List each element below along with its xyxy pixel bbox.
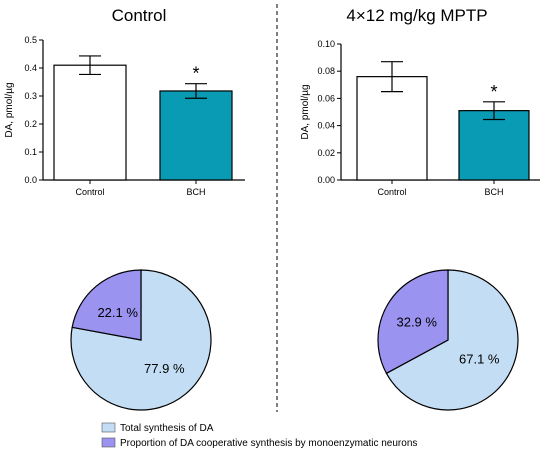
pie-slice-cooperative (377, 269, 449, 375)
pie-label-cooperative: 32.9 % (396, 314, 437, 329)
y-tick-label: 0.4 (24, 63, 37, 73)
y-axis-label: DA, pmol/µg (300, 84, 311, 139)
x-tick-label: BCH (186, 187, 205, 197)
y-tick-label: 0.02 (317, 148, 335, 158)
bar-bch (458, 110, 530, 181)
panel-title-mptp: 4×12 mg/kg MPTP (346, 6, 487, 25)
bar-control (53, 64, 127, 181)
legend-swatch-total (101, 422, 116, 433)
pie-slice-total (385, 269, 519, 411)
x-tick-label: Control (377, 187, 406, 197)
y-tick-label: 0.5 (24, 35, 37, 45)
y-tick-label: 0.1 (24, 147, 37, 157)
bar-chart-control: 0.0 0.1 0.2 0.3 0.4 0.5 DA, pmol/µg Control BCH * (4, 35, 245, 197)
bar-chart-mptp: 0.00 0.02 0.04 0.06 0.08 0.10 DA, pmol/µg Contr… (300, 39, 540, 197)
x-tick-label: BCH (484, 187, 503, 197)
legend-label-total: Total synthesis of DA (120, 423, 214, 434)
y-tick-label: 0.3 (24, 91, 37, 101)
y-axis-label: DA, pmol/µg (4, 82, 15, 137)
pie-chart-mptp: 67.1 % 32.9 % (377, 269, 519, 411)
legend: Total synthesis of DA Proportion of DA c… (101, 422, 417, 449)
pie-slice-cooperative (71, 269, 142, 341)
y-tick-label: 0.04 (317, 121, 335, 131)
x-tick-label: Control (75, 187, 104, 197)
y-tick-label: 0.0 (24, 175, 37, 185)
significance-marker: * (490, 82, 497, 102)
pie-label-total: 67.1 % (459, 352, 500, 367)
y-tick-label: 0.00 (317, 175, 335, 185)
pie-label-cooperative: 22.1 % (97, 305, 138, 320)
legend-label-cooperative: Proportion of DA cooperative synthesis b… (120, 438, 417, 449)
bar-bch (159, 90, 233, 181)
y-tick-label: 0.06 (317, 93, 335, 103)
pie-chart-control: 77.9 % 22.1 % (70, 269, 212, 411)
panel-title-control: Control (112, 6, 167, 25)
pie-label-total: 77.9 % (144, 361, 185, 376)
legend-swatch-cooperative (101, 437, 116, 448)
significance-marker: * (192, 64, 199, 84)
y-tick-label: 0.10 (317, 39, 335, 49)
y-tick-label: 0.2 (24, 119, 37, 129)
y-tick-label: 0.08 (317, 66, 335, 76)
